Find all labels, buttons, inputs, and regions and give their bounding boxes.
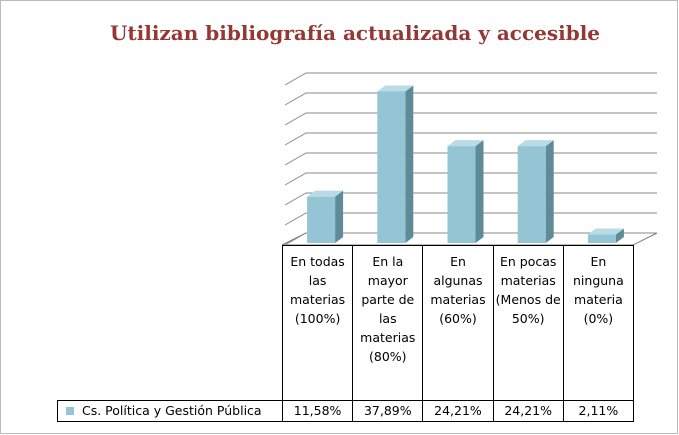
bar-side bbox=[615, 228, 624, 243]
category-label: En todas las materias (100%) bbox=[282, 245, 354, 401]
bar-side bbox=[405, 85, 414, 243]
bar bbox=[447, 146, 476, 243]
category-label: En algunas materias (60%) bbox=[422, 245, 494, 401]
grid-line bbox=[284, 72, 657, 86]
bar-side bbox=[335, 190, 344, 243]
value-label: 11,58% bbox=[282, 400, 354, 422]
category-label: En ninguna materia (0%) bbox=[562, 245, 634, 401]
bar bbox=[587, 234, 616, 243]
value-label: 37,89% bbox=[352, 400, 424, 422]
grid-line bbox=[284, 92, 657, 106]
legend-swatch bbox=[66, 407, 74, 415]
grid-line bbox=[284, 132, 657, 146]
category-label: En pocas materias (Menos de 50%) bbox=[492, 245, 564, 401]
value-label: 2,11% bbox=[562, 400, 634, 422]
chart-title: Utilizan bibliografía actualizada y acce… bbox=[110, 21, 600, 45]
bar-top bbox=[307, 190, 344, 197]
bar bbox=[377, 91, 406, 243]
bar-top bbox=[377, 85, 414, 92]
bar-top bbox=[517, 140, 554, 147]
legend-label: Cs. Política y Gestión Pública bbox=[82, 403, 262, 418]
legend-entry: Cs. Política y Gestión Pública bbox=[57, 400, 283, 422]
grid-line bbox=[284, 112, 657, 126]
value-label: 24,21% bbox=[422, 400, 494, 422]
value-label: 24,21% bbox=[492, 400, 564, 422]
bar-side bbox=[545, 140, 554, 243]
bar-top bbox=[447, 140, 484, 147]
bar bbox=[307, 196, 336, 243]
bar-side bbox=[475, 140, 484, 243]
bar bbox=[517, 146, 546, 243]
category-label: En la mayor parte de las materias (80%) bbox=[352, 245, 424, 401]
bar-top bbox=[587, 228, 624, 235]
